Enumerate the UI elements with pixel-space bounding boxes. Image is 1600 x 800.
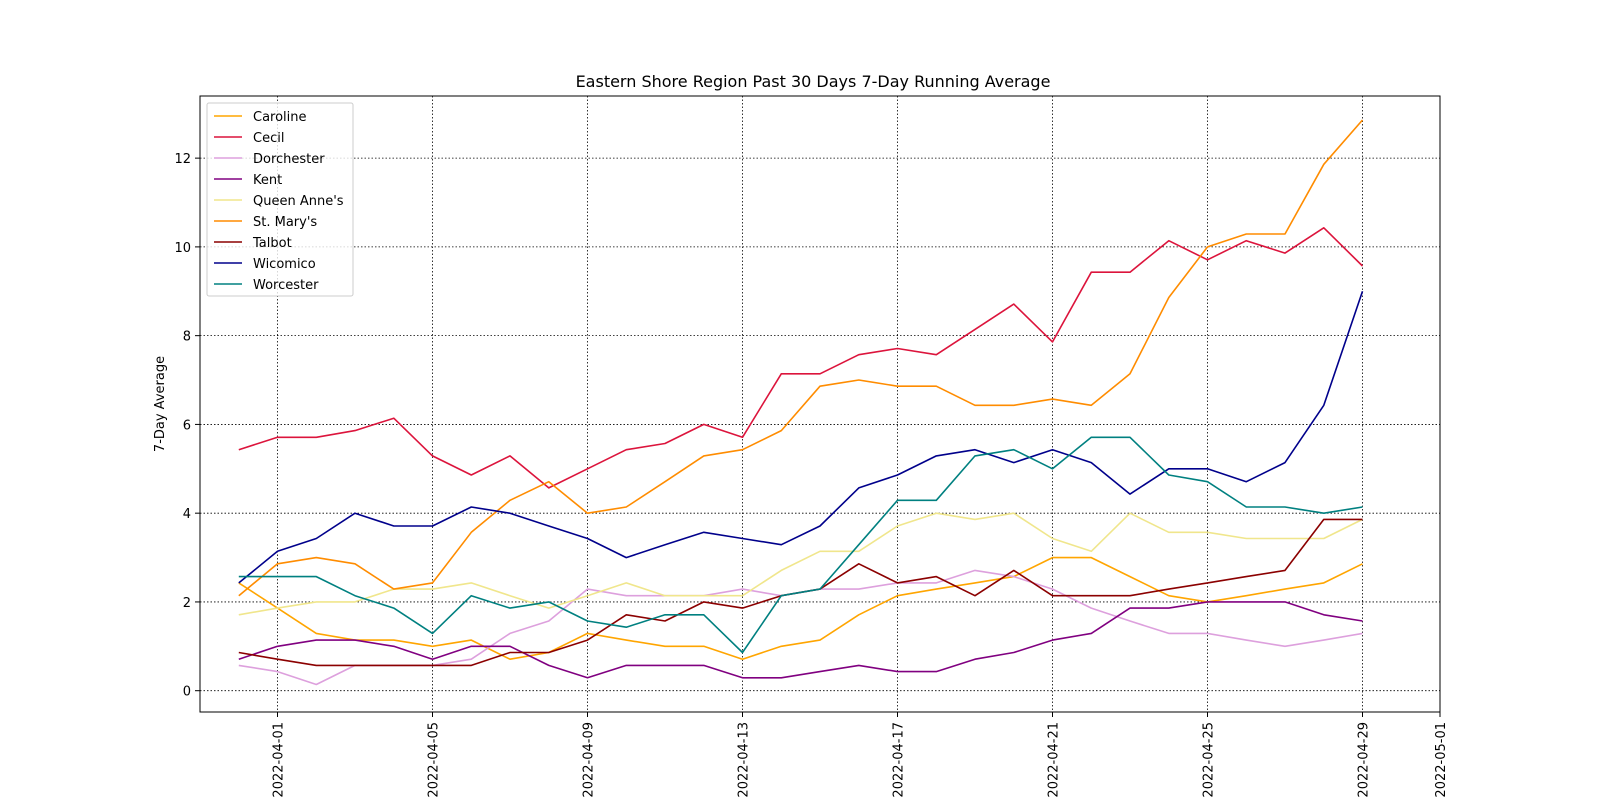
y-tick-label: 10	[174, 241, 191, 256]
series-line-4	[238, 512, 1363, 616]
y-tick-label: 6	[183, 418, 191, 433]
legend-box	[206, 102, 354, 297]
x-tick-label: 2022-04-13	[737, 722, 752, 798]
y-tick-label: 12	[174, 152, 191, 167]
legend-entry: Caroline	[253, 110, 307, 125]
y-tick-label: 4	[183, 507, 191, 522]
x-tick-label: 2022-04-05	[427, 722, 442, 798]
y-tick-label: 0	[183, 685, 191, 700]
legend-entry: Queen Anne's	[253, 194, 344, 209]
legend-entry: Cecil	[253, 131, 284, 146]
chart-title: Eastern Shore Region Past 30 Days 7-Day …	[576, 72, 1051, 91]
series-line-3	[238, 601, 1363, 679]
x-tick-label: 2022-04-17	[892, 722, 907, 798]
x-tick-label: 2022-04-09	[582, 722, 597, 798]
x-tick-label: 2022-04-25	[1202, 722, 1217, 798]
series-lines	[238, 119, 1364, 686]
x-tick-label: 2022-04-29	[1357, 722, 1372, 798]
y-tick-label: 2	[183, 596, 191, 611]
y-tick-label: 8	[183, 330, 191, 345]
y-axis: 0 2 4 6 8 10 12	[174, 152, 200, 700]
x-tick-label: 2022-04-01	[272, 722, 287, 798]
legend-entry: Dorchester	[253, 152, 325, 167]
legend-entry: Talbot	[252, 236, 292, 251]
legend-entry: Worcester	[253, 278, 319, 293]
legend-entry: Kent	[253, 173, 282, 188]
plot-frame	[199, 95, 1441, 713]
x-tick-label: 2022-04-21	[1047, 722, 1062, 798]
legend-entry: Wicomico	[253, 257, 316, 272]
grid	[200, 96, 1441, 712]
series-line-8	[238, 436, 1363, 654]
series-line-1	[238, 227, 1364, 489]
series-line-7	[238, 291, 1364, 584]
x-axis: 2022-04-01 2022-04-05 2022-04-09 2022-04-13…	[272, 712, 1449, 798]
legend-entry: St. Mary's	[253, 215, 317, 230]
y-axis-label: 7-Day Average	[153, 356, 168, 452]
series-line-5	[238, 119, 1364, 597]
series-line-0	[238, 556, 1363, 661]
legend: Caroline Cecil Dorchester Kent Queen Anne's S…	[206, 102, 354, 297]
x-tick-label: 2022-05-01	[1434, 722, 1449, 798]
